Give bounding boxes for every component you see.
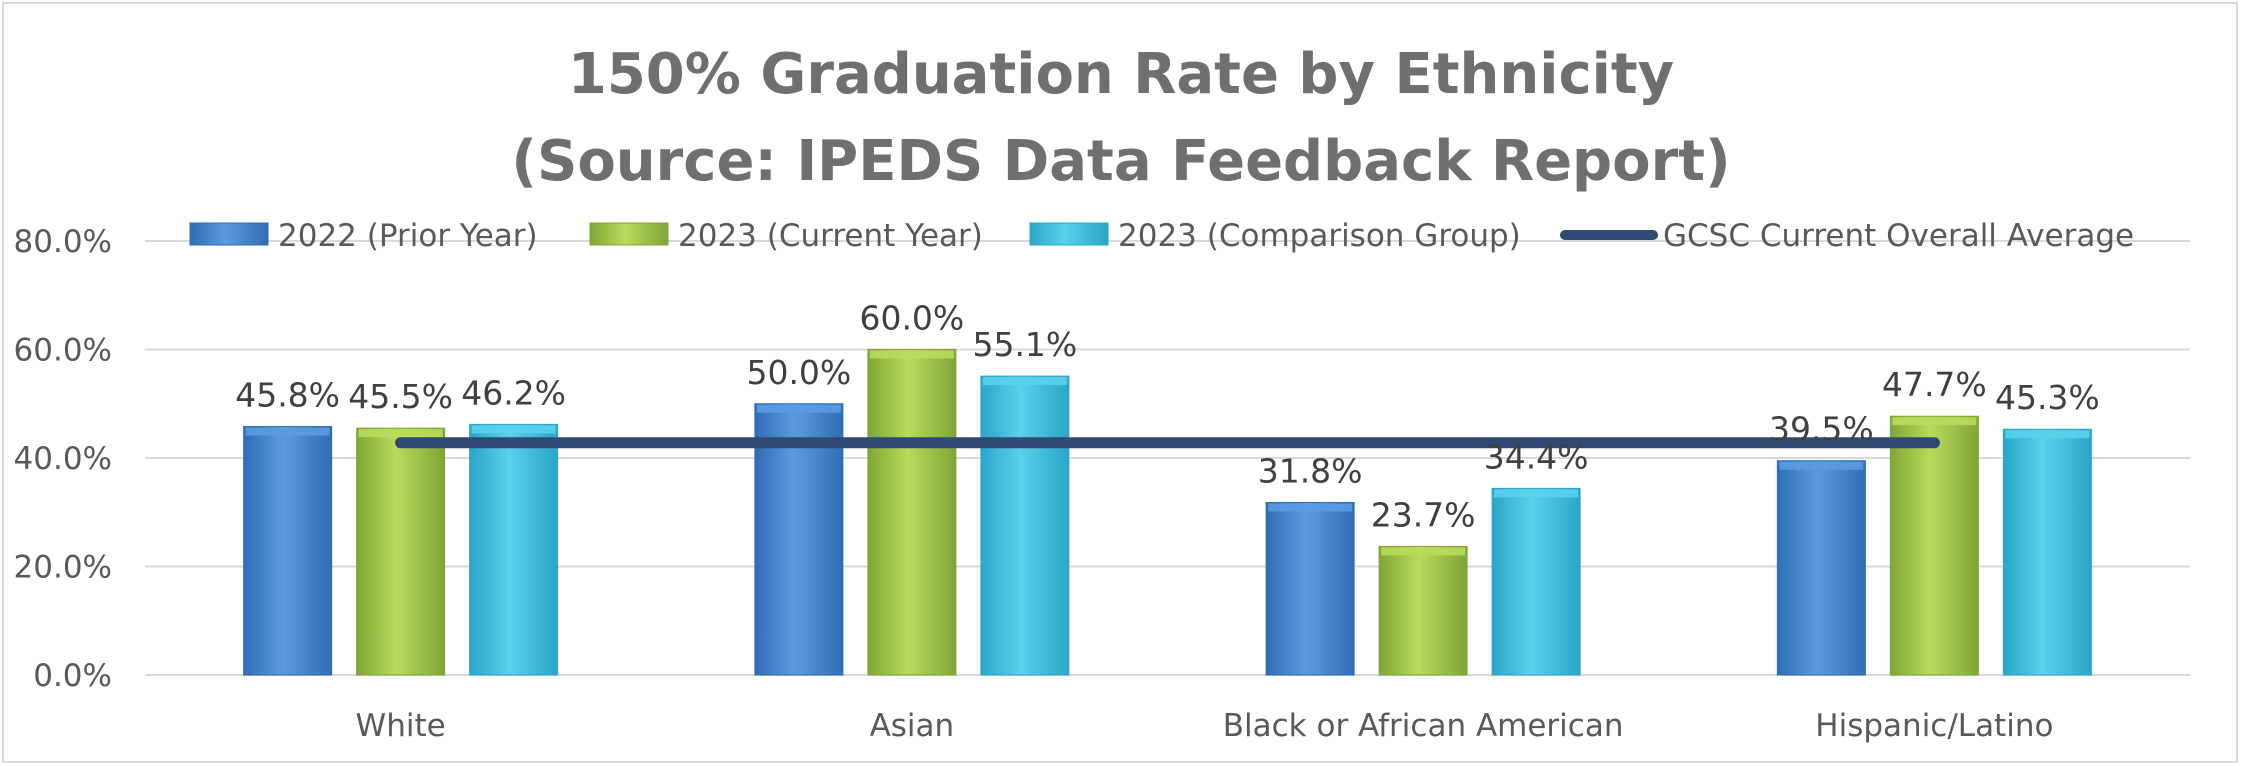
data-label: 45.3% <box>1995 378 2100 417</box>
bar-bevel <box>471 425 556 434</box>
legend-swatch <box>189 222 269 246</box>
legend-label: 2022 (Prior Year) <box>278 218 538 254</box>
y-tick-label: 80.0% <box>14 224 112 260</box>
x-category-label: Asian <box>870 708 955 744</box>
bar-bevel <box>869 350 954 359</box>
data-label: 23.7% <box>1371 495 1476 534</box>
bar-bevel <box>1892 417 1977 426</box>
x-axis-categories: White Asian Black or African American Hispa… <box>356 708 2054 744</box>
x-category-label: White <box>356 708 446 744</box>
data-label: 55.1% <box>972 325 1077 364</box>
bar <box>356 427 446 676</box>
bar <box>980 375 1070 676</box>
bar-bevel <box>1268 503 1353 512</box>
bar <box>1378 545 1468 676</box>
bar <box>754 403 844 676</box>
bar-bevel <box>1381 547 1466 556</box>
y-tick-label: 60.0% <box>14 333 112 369</box>
bar <box>1491 487 1581 676</box>
data-label: 45.5% <box>348 377 453 416</box>
bar-bevel <box>1779 461 1864 470</box>
bar <box>1265 501 1355 676</box>
legend-label: 2023 (Comparison Group) <box>1118 218 1521 254</box>
x-category-label: Black or African American <box>1223 708 1624 744</box>
y-tick-label: 40.0% <box>14 441 112 477</box>
y-axis-ticks: 0.0% 20.0% 40.0% 60.0% 80.0% <box>14 224 112 694</box>
data-label: 46.2% <box>461 373 566 412</box>
data-labels: 45.8% 45.5% 46.2% 50.0%60.0%55.1% 31.8%23.7%… <box>235 299 2100 535</box>
legend-label: GCSC Current Overall Average <box>1663 218 2134 254</box>
legend-label: 2023 (Current Year) <box>678 218 983 254</box>
data-label: 45.8% <box>235 376 340 415</box>
chart-title-line-1: 150% Graduation Rate by Ethnicity <box>568 42 1674 107</box>
data-label: 34.4% <box>1484 437 1589 476</box>
x-category-label: Hispanic/Latino <box>1815 708 2053 744</box>
y-tick-label: 20.0% <box>14 550 112 586</box>
bar-bevel <box>2005 430 2090 439</box>
bar-bevel <box>245 427 330 436</box>
bar <box>2002 428 2092 676</box>
bar <box>1889 415 1979 676</box>
chart-title-line-2: (Source: IPEDS Data Feedback Report) <box>511 129 1730 194</box>
data-label: 50.0% <box>746 353 851 392</box>
bar-bevel <box>982 377 1067 386</box>
data-label: 31.8% <box>1258 451 1363 490</box>
data-label: 60.0% <box>859 299 964 338</box>
bar-bevel <box>756 404 841 413</box>
legend-swatch <box>589 222 669 246</box>
bar <box>1776 460 1866 676</box>
y-tick-label: 0.0% <box>33 658 112 694</box>
bar-bevel <box>358 429 443 438</box>
bars <box>243 349 2092 676</box>
bar <box>867 349 957 676</box>
legend: 2022 (Prior Year) 2023 (Current Year) 2023… <box>189 218 2134 254</box>
bar <box>469 423 559 676</box>
gridlines <box>145 240 2190 676</box>
data-label: 47.7% <box>1882 365 1987 404</box>
bar <box>243 426 333 676</box>
bar-bevel <box>1494 489 1579 498</box>
data-label: 39.5% <box>1769 410 1874 449</box>
legend-swatch <box>1029 222 1109 246</box>
